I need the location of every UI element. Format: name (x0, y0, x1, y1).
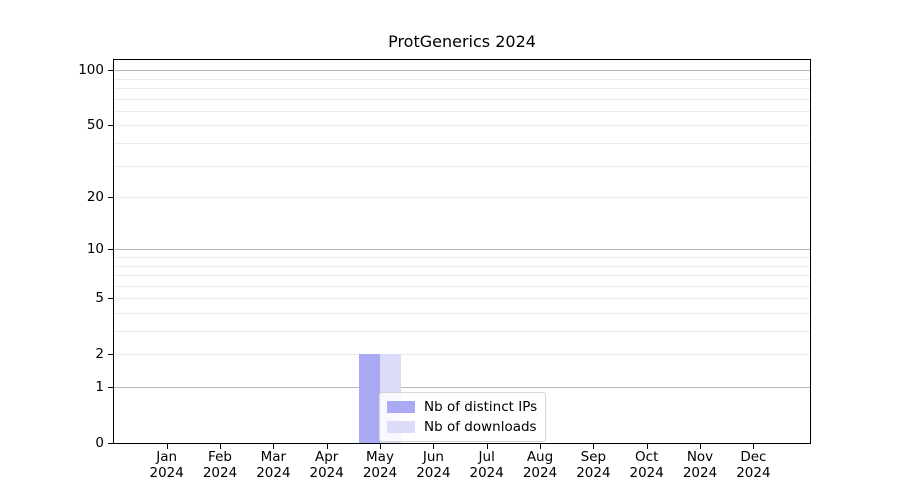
x-tick-label: Jan 2024 (149, 449, 184, 481)
x-tick-mark (273, 444, 275, 449)
legend-label: Nb of distinct IPs (424, 399, 538, 415)
x-tick-mark (326, 444, 328, 449)
gridline-minor (114, 257, 810, 258)
y-tick-label: 20 (86, 189, 104, 205)
y-tick-mark (108, 125, 114, 126)
gridline-minor (114, 285, 810, 287)
gridline-minor (114, 125, 810, 127)
gridline-minor (114, 142, 810, 144)
x-tick-mark (220, 444, 221, 449)
x-tick-mark (166, 444, 168, 449)
x-tick-label: Oct 2024 (629, 449, 664, 481)
y-tick-mark (108, 387, 114, 388)
bar-nb-of-distinct-ips (358, 354, 380, 443)
gridline-minor (114, 110, 810, 112)
x-tick-label: Sep 2024 (576, 449, 611, 481)
y-tick-mark (108, 197, 114, 198)
legend-item-nb-of-downloads: Nb of downloads (387, 417, 537, 437)
y-tick-mark (108, 443, 114, 444)
x-tick-mark (593, 444, 595, 449)
x-tick-mark (700, 444, 701, 449)
y-tick-mark (108, 354, 114, 355)
x-tick-label: Mar 2024 (256, 449, 291, 481)
x-tick-label: Aug 2024 (522, 449, 558, 481)
x-tick-label: Jun 2024 (416, 449, 451, 481)
legend: Nb of distinct IPs Nb of downloads (379, 392, 547, 442)
gridline-minor (114, 197, 810, 198)
gridline-minor (114, 275, 810, 276)
gridline-minor (114, 354, 810, 356)
x-tick-label: Jul 2024 (469, 449, 504, 481)
x-tick-mark (486, 444, 488, 449)
legend-label: Nb of downloads (424, 419, 537, 435)
plot-area (113, 59, 811, 444)
gridline-minor (114, 265, 810, 267)
x-tick-label: Apr 2024 (309, 449, 344, 481)
y-tick-label: 10 (86, 241, 104, 258)
legend-item-nb-of-distinct-ips: Nb of distinct IPs (387, 397, 537, 417)
x-tick-mark (753, 444, 755, 449)
x-tick-label: Dec 2024 (736, 449, 771, 481)
x-tick-label: May 2024 (362, 449, 398, 481)
gridline-minor (114, 331, 810, 332)
gridline-minor (114, 165, 810, 167)
gridline-minor (114, 313, 810, 314)
gridline-minor (114, 78, 810, 80)
chart-title: ProtGenerics 2024 (388, 32, 536, 51)
x-tick-label: Nov 2024 (682, 449, 718, 481)
y-tick-label: 5 (95, 290, 104, 307)
y-tick-label: 1 (95, 379, 104, 395)
y-tick-label: 50 (86, 117, 104, 134)
y-tick-mark (108, 298, 114, 299)
y-tick-label: 2 (95, 346, 104, 363)
gridline-major (114, 70, 810, 72)
gridline-minor (114, 87, 810, 89)
y-tick-label: 100 (78, 62, 104, 79)
gridline-major (114, 249, 810, 251)
y-tick-label: 0 (95, 435, 104, 451)
x-tick-mark (646, 444, 648, 449)
x-tick-mark (540, 444, 541, 449)
x-tick-mark (380, 444, 381, 449)
x-tick-mark (433, 444, 435, 449)
x-tick-label: Feb 2024 (202, 449, 238, 481)
gridline-minor (114, 298, 810, 300)
legend-swatch-icon (387, 421, 415, 433)
gridline-major (114, 387, 810, 388)
y-tick-mark (108, 70, 114, 71)
gridline-minor (114, 98, 810, 100)
legend-swatch-icon (387, 401, 415, 413)
y-tick-mark (108, 249, 114, 250)
